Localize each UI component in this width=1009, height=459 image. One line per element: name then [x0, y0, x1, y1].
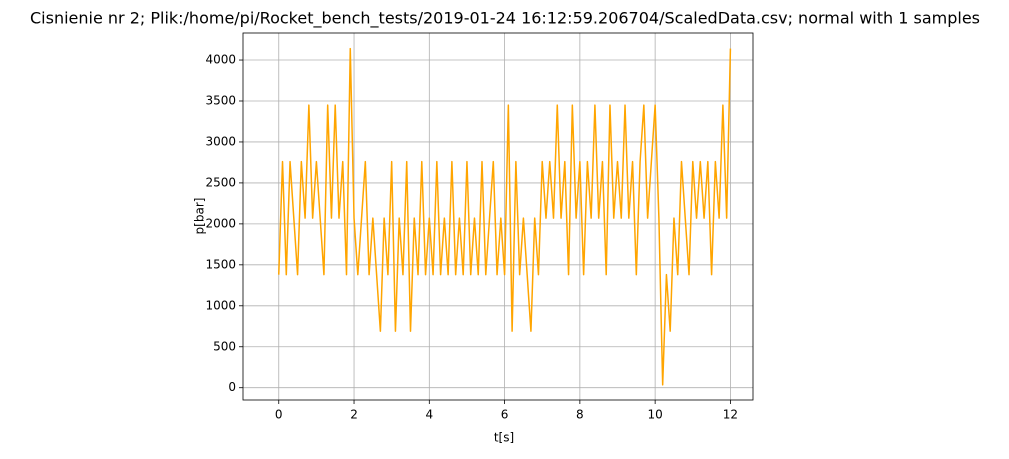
x-tick-label: 12	[723, 408, 738, 422]
x-tick-label: 10	[647, 408, 662, 422]
plot-frame	[242, 32, 754, 401]
y-tick-label: 3000	[205, 134, 236, 148]
y-tick-label: 1000	[205, 298, 236, 312]
y-tick-label: 500	[213, 339, 236, 353]
chart-title: Cisnienie nr 2; Plik:/home/pi/Rocket_ben…	[30, 9, 980, 29]
y-axis-label: p[bar]	[193, 198, 207, 235]
x-tick-label: 2	[350, 408, 358, 422]
y-tick-label: 3500	[205, 93, 236, 107]
x-tick-label: 4	[425, 408, 433, 422]
y-tick-label: 4000	[205, 53, 236, 67]
y-tick-label: 0	[228, 380, 236, 394]
x-tick-label: 6	[501, 408, 509, 422]
x-axis-label: t[s]	[494, 431, 514, 445]
x-tick-label: 0	[275, 408, 283, 422]
x-tick-label: 8	[576, 408, 584, 422]
y-tick-label: 1500	[205, 257, 236, 271]
y-tick-label: 2500	[205, 175, 236, 189]
y-tick-label: 2000	[205, 216, 236, 230]
data-line	[278, 47, 732, 386]
